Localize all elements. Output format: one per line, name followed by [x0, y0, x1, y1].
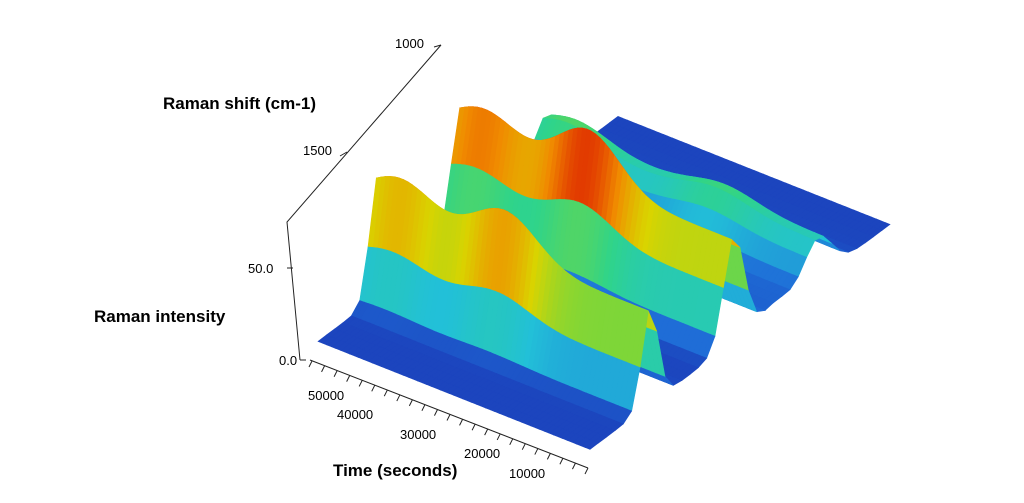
time-minor-tick	[459, 419, 463, 426]
time-minor-tick	[446, 414, 451, 421]
time-minor-tick	[471, 424, 476, 431]
time-minor-tick	[396, 394, 401, 402]
time-minor-tick	[333, 370, 338, 377]
time-minor-tick	[534, 448, 539, 455]
shift-tick-label-1000: 1000	[395, 36, 424, 51]
time-minor-tick	[308, 360, 313, 368]
time-axis-title: Time (seconds)	[333, 461, 457, 480]
intensity-tick-label-0: 0.0	[279, 353, 297, 368]
time-minor-tick	[496, 433, 501, 441]
time-minor-tick	[383, 389, 388, 397]
surface-cell	[317, 334, 332, 344]
time-minor-tick	[358, 380, 363, 387]
time-minor-tick	[346, 375, 351, 382]
time-minor-tick	[321, 365, 325, 373]
time-tick-label-50000: 50000	[308, 388, 344, 403]
time-axis-line	[309, 359, 589, 469]
time-minor-tick	[434, 409, 438, 416]
time-minor-tick	[521, 443, 526, 450]
time-minor-tick	[421, 404, 426, 411]
time-minor-tick	[408, 399, 413, 407]
time-tick-label-10000: 10000	[509, 466, 545, 481]
surface-mesh	[317, 106, 891, 450]
shift-axis-line	[286, 44, 442, 361]
shift-axis-title: Raman shift (cm-1)	[163, 94, 316, 113]
time-minor-tick	[559, 458, 564, 465]
shift-tick-1000	[433, 44, 442, 48]
axes	[286, 44, 589, 475]
shift-tick-1500	[339, 151, 348, 157]
time-ticks	[308, 360, 589, 475]
intensity-axis-title: Raman intensity	[94, 307, 226, 326]
time-minor-tick	[572, 462, 576, 470]
intensity-tick-label-50: 50.0	[248, 261, 273, 276]
time-tick-label-20000: 20000	[464, 446, 500, 461]
time-minor-tick	[484, 428, 489, 436]
time-tick-label-30000: 30000	[400, 427, 436, 442]
time-minor-tick	[584, 467, 589, 475]
time-minor-tick	[509, 438, 514, 446]
time-minor-tick	[546, 453, 551, 460]
time-minor-tick	[371, 385, 376, 392]
time-tick-label-40000: 40000	[337, 407, 373, 422]
shift-tick-label-1500: 1500	[303, 143, 332, 158]
